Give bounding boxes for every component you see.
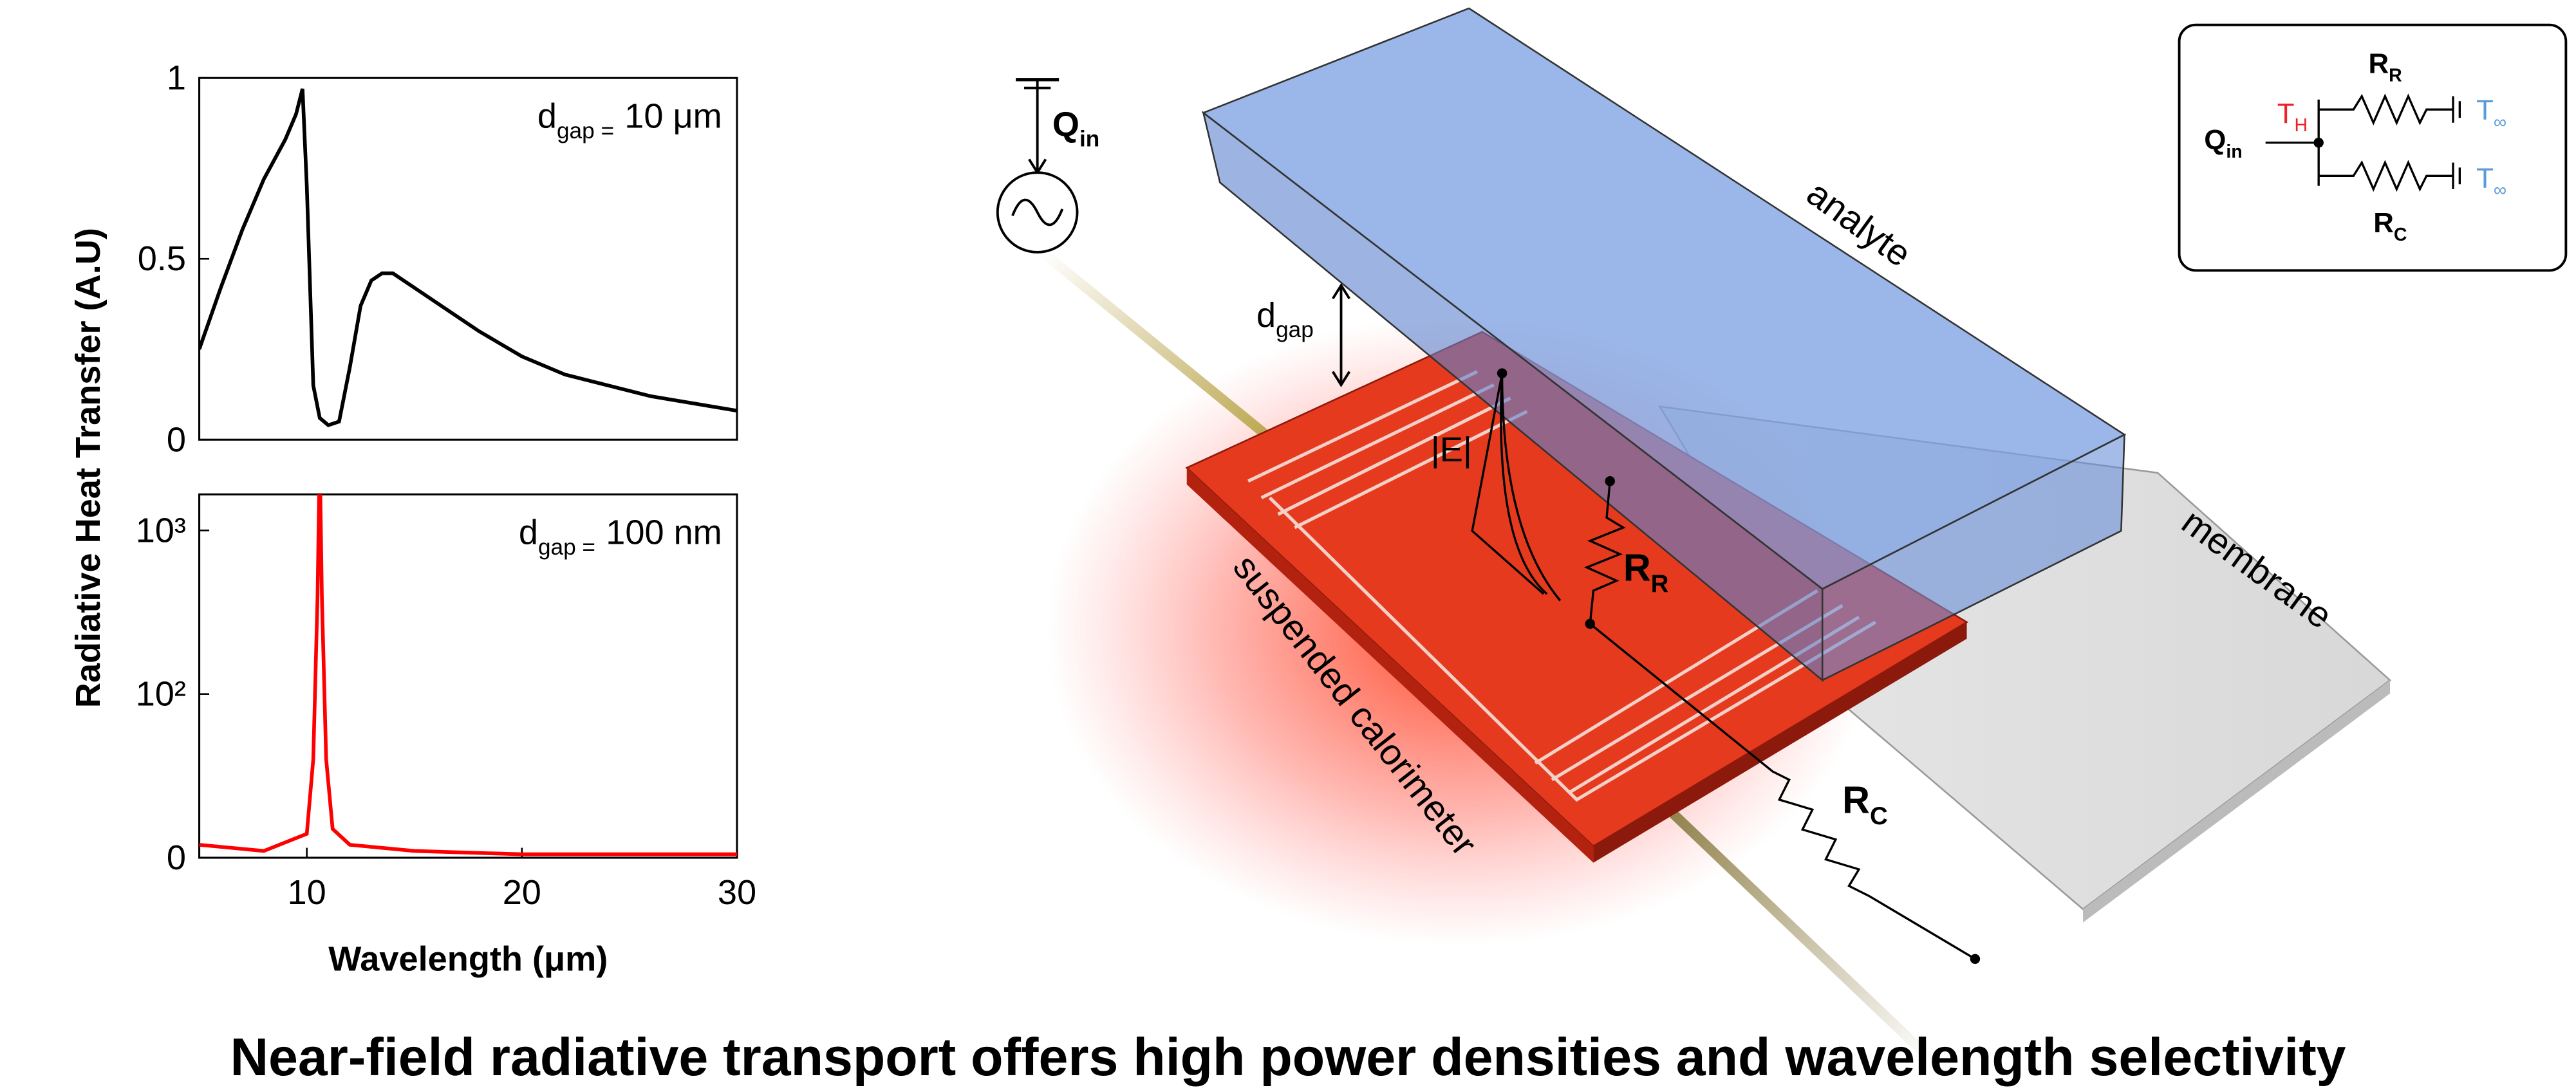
label-subscript: in (1079, 127, 1099, 152)
label-subscript: R (1651, 570, 1669, 598)
node (1970, 954, 1980, 964)
label-main: R (2373, 207, 2394, 239)
y-tick-label: 1 (167, 59, 186, 97)
y-tick-label: 10² (136, 675, 186, 714)
x-tick-label: 20 (503, 873, 541, 912)
data-line (200, 452, 737, 854)
source-label: Qin (1052, 105, 1099, 151)
label-subscript: gap = (557, 118, 614, 143)
label-subscript: R (2389, 66, 2402, 86)
label-main: T (2476, 95, 2494, 126)
label-main: T (2277, 98, 2295, 129)
label-subscript: ∞ (2494, 112, 2506, 133)
label-main: d (537, 97, 557, 136)
page: 00.51dgap =10 μmRadiative Heat Transfer … (0, 0, 2576, 1090)
y-tick-label: 0 (167, 420, 186, 459)
label-main: d (1256, 296, 1276, 335)
label-rest: 100 nm (606, 513, 722, 552)
label-main: d (519, 513, 538, 552)
annotation: dgap = 10 μm (537, 97, 722, 143)
label-subscript: C (1870, 802, 1888, 830)
label-subscript: C (2394, 225, 2407, 245)
y-axis-label: Radiative Heat Transfer (A.U) (69, 228, 107, 708)
wire (1652, 793, 1934, 1062)
label-subscript: gap (1276, 317, 1314, 342)
figure: 00.51dgap =10 μmRadiative Heat Transfer … (0, 0, 2576, 1090)
node (2313, 138, 2323, 147)
label-main: R (2369, 48, 2389, 79)
label-rest: 10 μm (624, 97, 722, 136)
y-tick-label: 10³ (136, 511, 186, 550)
resistor-label: RC (1842, 778, 1888, 830)
label-subscript: H (2294, 115, 2308, 136)
label-main: Q (1052, 105, 1079, 143)
label-subscript: in (2226, 142, 2242, 162)
label-main: Q (2204, 124, 2226, 156)
caption: Near-field radiative transport offers hi… (230, 1028, 2346, 1087)
y-tick-label: 0 (167, 838, 186, 877)
annotation: dgap = 100 nm (519, 513, 722, 560)
x-tick-label: 10 (288, 873, 326, 912)
field-label: |E| (1431, 430, 1472, 469)
x-tick-label: 30 (718, 873, 756, 912)
label-main: R (1623, 546, 1651, 589)
label-subscript: ∞ (2494, 180, 2506, 201)
y-tick-label: 0.5 (138, 239, 186, 278)
label-subscript: gap = (538, 535, 595, 560)
device-drawing (998, 8, 2566, 1062)
label-main: R (1842, 778, 1870, 821)
gap-label: dgap (1256, 296, 1314, 342)
data-line (200, 89, 737, 425)
label-main: T (2476, 162, 2494, 194)
x-axis-label: Wavelength (μm) (328, 939, 608, 978)
